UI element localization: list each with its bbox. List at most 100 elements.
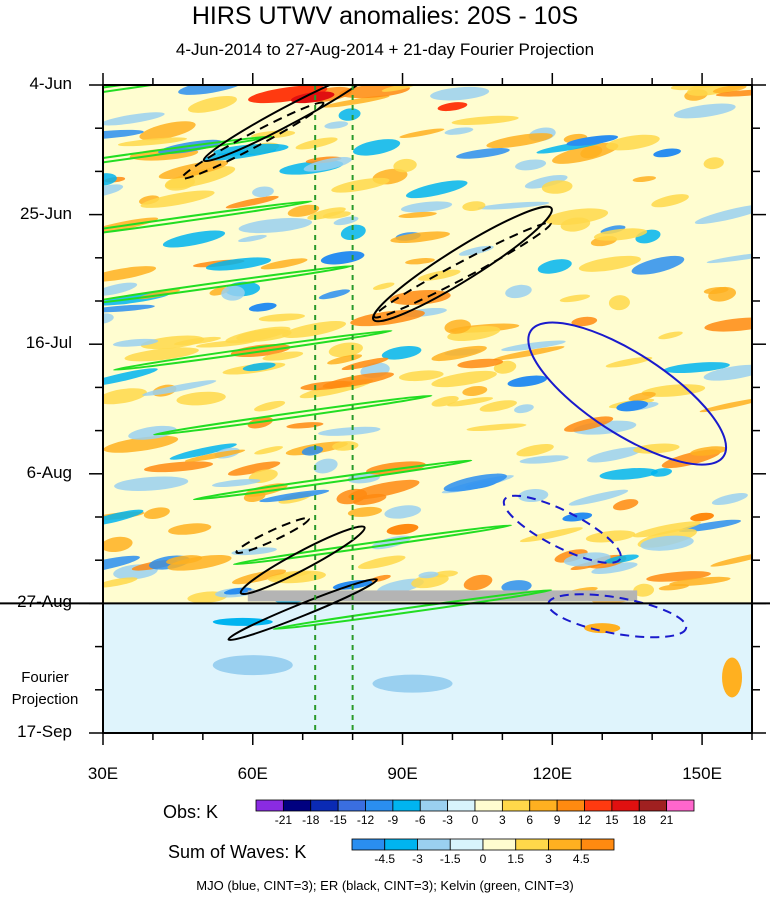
warm-anomaly xyxy=(262,351,304,361)
warm-anomaly xyxy=(571,316,598,327)
warm-anomaly xyxy=(541,180,573,194)
er-contour xyxy=(181,101,325,180)
cool-anomaly xyxy=(103,304,155,313)
kelvin-contour xyxy=(113,329,393,371)
strong-anomaly xyxy=(616,400,649,412)
cool-anomaly xyxy=(673,103,736,119)
x-tick-label: 150E xyxy=(682,764,722,783)
cool-anomaly xyxy=(501,340,566,352)
obs-colorbar-swatch xyxy=(337,799,366,812)
warm-anomaly xyxy=(103,577,138,588)
warm-anomaly xyxy=(282,321,347,338)
warm-anomaly xyxy=(658,583,689,591)
warm-anomaly xyxy=(463,574,493,591)
obs-colorbar-swatch xyxy=(419,799,449,812)
obs-colorbar-swatch xyxy=(255,799,284,812)
cool-anomaly xyxy=(103,184,124,197)
warm-anomaly xyxy=(254,400,286,412)
er-contour xyxy=(235,517,311,555)
warm-anomaly xyxy=(554,549,588,563)
warm-anomaly xyxy=(140,190,215,208)
er-contour xyxy=(202,85,373,163)
warm-anomaly xyxy=(103,536,133,553)
warm-anomaly xyxy=(168,523,212,535)
cool-anomaly xyxy=(205,257,272,271)
cool-anomaly xyxy=(103,129,144,140)
warm-anomaly xyxy=(195,339,256,348)
warm-anomaly xyxy=(628,391,656,401)
warm-anomaly xyxy=(703,286,729,295)
cool-anomaly xyxy=(711,493,748,506)
warm-anomaly xyxy=(117,137,187,147)
warm-anomaly xyxy=(715,89,752,97)
strong-anomaly xyxy=(248,302,277,312)
cool-anomaly xyxy=(631,255,685,275)
waves-colorbar-swatch xyxy=(580,838,615,851)
obs-colorbar-level-label: 15 xyxy=(605,813,619,827)
chart-subtitle: 4-Jun-2014 to 27-Aug-2014 + 21-day Fouri… xyxy=(175,40,595,59)
kelvin-contour xyxy=(103,264,353,307)
cool-anomaly xyxy=(142,380,217,396)
y-tick-label: 27-Aug xyxy=(17,592,72,612)
warm-anomaly xyxy=(651,194,689,208)
waves-colorbar-level-label: 0 xyxy=(479,852,487,866)
waves-colorbar-swatch xyxy=(351,838,386,851)
warm-anomaly xyxy=(699,398,752,413)
waves-colorbar-level-label: 1.5 xyxy=(507,852,525,866)
cool-anomaly xyxy=(324,121,349,129)
warm-anomaly xyxy=(398,370,444,382)
warm-anomaly xyxy=(585,530,636,543)
warm-anomaly xyxy=(431,395,459,407)
warm-anomaly xyxy=(444,319,471,334)
warm-anomaly xyxy=(295,137,338,150)
warm-anomaly xyxy=(399,128,445,138)
cool-anomaly xyxy=(524,174,568,189)
projection-anomaly xyxy=(212,617,273,626)
x-tick-label: 90E xyxy=(387,764,418,783)
cool-anomaly xyxy=(456,147,510,159)
cool-anomaly xyxy=(519,455,569,464)
obs-legend-title: Obs: K xyxy=(163,802,219,822)
warm-anomaly xyxy=(369,574,391,583)
strong-anomaly xyxy=(386,523,419,535)
warm-anomaly xyxy=(144,461,214,473)
cool-anomaly xyxy=(505,284,532,299)
strong-anomaly xyxy=(437,102,468,112)
cool-anomaly xyxy=(169,443,237,460)
cool-anomaly xyxy=(444,127,474,135)
obs-colorbar-level-label: 3 xyxy=(499,813,506,827)
cool-anomaly xyxy=(103,368,158,387)
warm-anomaly xyxy=(103,388,147,405)
strong-anomaly xyxy=(566,135,618,146)
warm-anomaly xyxy=(710,552,752,567)
anomaly-field xyxy=(103,85,752,733)
warm-anomaly xyxy=(357,555,406,570)
projection-anomaly xyxy=(584,623,621,634)
cool-anomaly xyxy=(301,445,324,456)
cool-anomaly xyxy=(178,85,245,95)
waves-colorbar-level-label: 4.5 xyxy=(572,852,590,866)
cool-anomaly xyxy=(514,404,534,414)
warm-anomaly xyxy=(322,95,390,108)
cool-anomaly xyxy=(103,509,144,526)
waves-colorbar-swatch xyxy=(482,838,517,851)
strong-anomaly xyxy=(653,148,682,158)
warm-anomaly xyxy=(287,204,320,217)
warm-anomaly xyxy=(254,446,283,455)
warm-anomaly xyxy=(462,201,486,212)
cool-anomaly xyxy=(212,479,261,488)
fourier-projection-label: Fourier Projection xyxy=(0,667,90,711)
cool-anomaly xyxy=(586,446,643,463)
warm-anomaly xyxy=(703,157,724,170)
y-tick-label: 6-Aug xyxy=(26,462,72,482)
projection-band xyxy=(103,603,752,733)
warm-anomaly xyxy=(260,258,308,270)
waves-colorbar-swatch xyxy=(449,838,484,851)
warm-anomaly xyxy=(669,576,731,587)
cool-anomaly xyxy=(458,245,494,256)
warm-anomaly xyxy=(564,416,614,432)
warm-anomaly xyxy=(606,134,660,151)
plot-frame xyxy=(102,84,753,734)
warm-anomaly xyxy=(328,342,363,358)
cool-anomaly xyxy=(706,251,752,264)
